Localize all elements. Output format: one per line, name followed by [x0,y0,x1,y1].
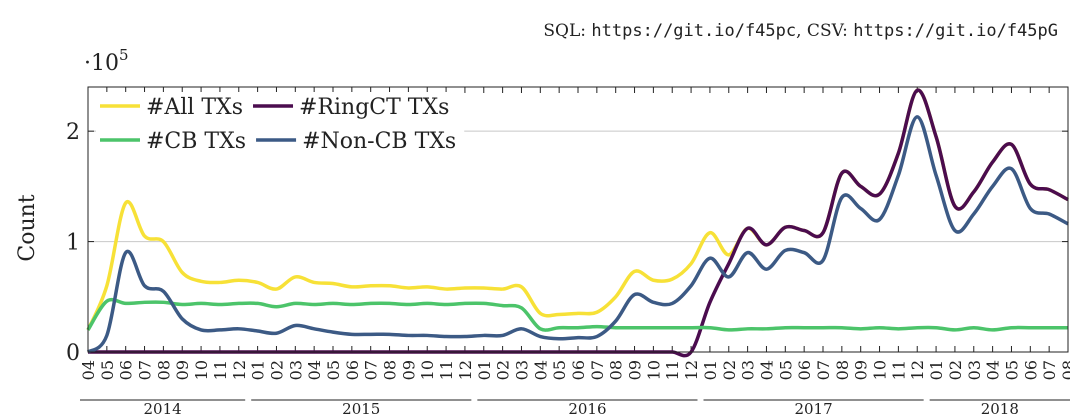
x-tick-label: 11 [663,360,682,380]
x-tick-label: 03 [286,360,305,380]
x-tick-label: 04 [531,360,550,380]
x-tick-label: 02 [946,360,965,380]
x-tick-label: 06 [569,360,588,380]
x-tick-label: 02 [720,360,739,380]
x-tick-label: 07 [1040,360,1059,380]
note: , CSV: [796,21,848,41]
x-tick-label: 09 [852,360,871,380]
x-tick-label: 11 [889,360,908,380]
x-tick-label: 06 [117,360,136,380]
x-tick-label: 04 [757,360,776,380]
legend-label: #CB TXs [146,129,246,154]
legend-label: #RingCT TXs [299,95,449,120]
x-tick-label: 11 [437,360,456,380]
x-tick-label: 08 [833,360,852,380]
plot-frame [87,86,1069,353]
year-label: 2015 [342,400,380,418]
multiplier-exp: 5 [119,46,129,64]
x-tick-label: 07 [362,360,381,380]
x-tick-label: 03 [965,360,984,380]
x-tick-label: 09 [399,360,418,380]
y-multiplier: ·105 [84,46,129,76]
y-tick-label: 2 [66,120,80,145]
x-tick-label: 10 [418,360,437,380]
x-tick-label: 07 [136,360,155,380]
y-axis-label: Count [15,194,40,261]
x-tick-label: 05 [550,360,569,380]
x-tick-label: 12 [908,360,927,380]
x-tick-label: 09 [173,360,192,380]
x-tick-label: 12 [456,360,475,380]
year-label: 2014 [144,400,182,418]
x-tick-label: 03 [739,360,758,380]
legend: #All TXs #RingCT TXs #CB TXs #Non-CB TXs [96,92,465,158]
x-tick-label: 10 [192,360,211,380]
x-tick-label: 12 [682,360,701,380]
x-tick-label: 01 [701,360,720,380]
x-tick-label: 06 [343,360,362,380]
x-tick-label: 08 [607,360,626,380]
x-tick-label: 09 [626,360,645,380]
series-line [86,115,1069,354]
x-tick-label: 08 [381,360,400,380]
x-tick-label: 03 [512,360,531,380]
x-tick-label: 02 [267,360,286,380]
x-tick-label: 04 [79,360,98,380]
source-note: SQL: https://git.io/f45pc, CSV: https://… [543,21,1058,41]
legend-box [96,92,465,158]
x-tick-label: 06 [1021,360,1040,380]
note: SQL: [543,21,586,41]
x-tick-label: 07 [588,360,607,380]
x-tick-label: 01 [249,360,268,380]
year-label: 2018 [981,400,1019,418]
legend-label: #All TXs [146,95,243,120]
x-tick-label: 08 [154,360,173,380]
x-tick-label: 02 [494,360,513,380]
x-tick-label: 01 [475,360,494,380]
note: https://git.io/f45pG [853,21,1058,41]
x-tick-label: 12 [230,360,249,380]
note: https://git.io/f45pc [591,21,796,41]
x-tick-label: 10 [871,360,890,380]
x-tick-label: 11 [211,360,230,380]
series-line [86,297,1068,332]
legend-label: #Non-CB TXs [302,129,456,154]
x-tick-label: 05 [1002,360,1021,380]
x-tick-label: 05 [776,360,795,380]
x-tick-label: 05 [98,360,117,380]
x-tick-label: 06 [795,360,814,380]
year-label: 2017 [794,400,832,418]
x-tick-label: 05 [324,360,343,380]
year-label: 2016 [568,400,606,418]
x-tick-label: 01 [927,360,946,380]
y-tick-label: 0 [66,341,80,366]
x-tick-label: 10 [644,360,663,380]
x-tick-label: 04 [305,360,324,380]
x-tick-label: 07 [814,360,833,380]
multiplier: ·10 [84,51,119,76]
y-tick-label: 1 [66,231,80,256]
x-tick-label: 04 [984,360,1003,380]
x-tick-label: 08 [1059,360,1070,380]
